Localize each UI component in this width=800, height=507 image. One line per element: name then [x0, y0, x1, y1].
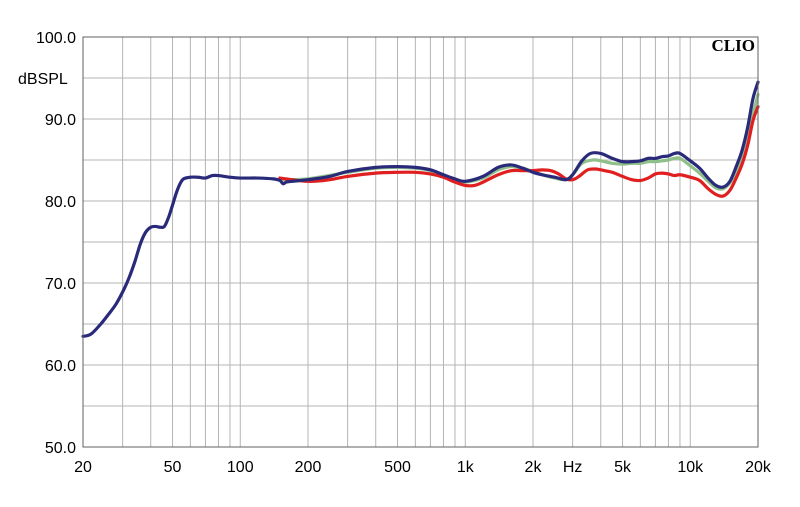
brand-logo-text: CLIO [712, 36, 755, 55]
x-tick-label: 50 [164, 459, 182, 476]
x-tick-label: Hz [563, 459, 583, 476]
x-tick-label: 500 [384, 459, 411, 476]
x-tick-label: 5k [614, 459, 632, 476]
x-tick-label: 10k [677, 459, 704, 476]
series-group [81, 80, 760, 338]
y-tick-label: 60.0 [45, 358, 76, 375]
x-tick-label: 1k [457, 459, 475, 476]
y-tick-label: 50.0 [45, 440, 76, 457]
grid [83, 37, 758, 447]
plot-frame [82, 36, 759, 448]
x-tick-labels: 20 50 100 200 500 1k 2k Hz 5k 10k 20k [74, 459, 772, 476]
y-tick-label: 100.0 [36, 30, 76, 47]
x-tick-label: 20 [74, 459, 92, 476]
x-tick-label: 2k [525, 459, 543, 476]
x-tick-label: 200 [295, 459, 322, 476]
y-tick-labels: 100.0 90.0 80.0 70.0 60.0 50.0 [36, 30, 76, 457]
y-axis-label: dBSPL [18, 71, 68, 88]
y-tick-label: 70.0 [45, 276, 76, 293]
y-tick-label: 80.0 [45, 194, 76, 211]
series-line-3 [81, 80, 760, 338]
x-tick-label: 100 [227, 459, 254, 476]
series-line-2 [278, 105, 760, 198]
x-tick-label: 20k [745, 459, 772, 476]
y-tick-label: 90.0 [45, 112, 76, 129]
